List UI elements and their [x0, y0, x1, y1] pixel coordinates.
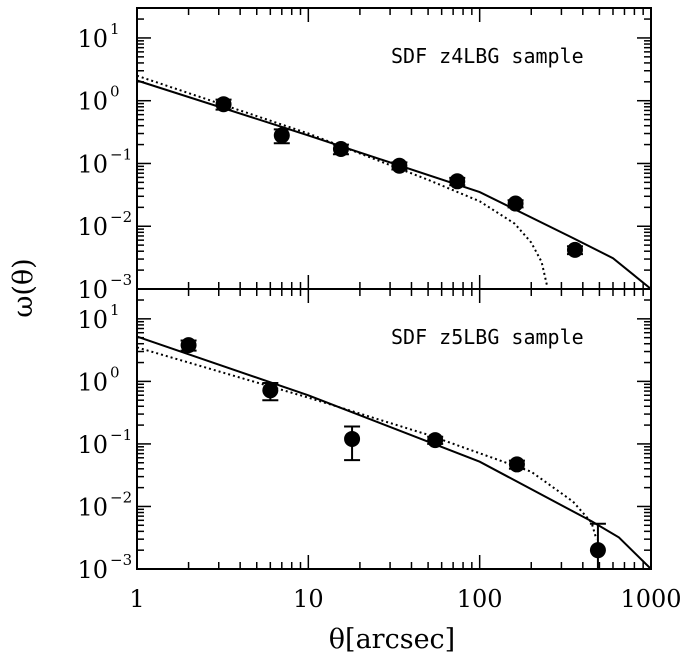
model-curve-solid	[136, 335, 652, 570]
data-point	[332, 141, 349, 158]
y-axis-label: ω(θ)	[8, 258, 39, 317]
y-tick-label: 10	[77, 306, 108, 334]
y-tick-label-exponent: −2	[110, 488, 132, 506]
y-tick-label-exponent: 1	[110, 301, 120, 319]
model-curve-dotted	[136, 74, 549, 287]
data-point	[273, 127, 290, 144]
data-point	[508, 456, 525, 473]
y-tick-label: 10	[77, 431, 108, 459]
data-point	[507, 195, 524, 212]
data-point	[391, 157, 408, 174]
x-tick-label: 10	[293, 585, 324, 613]
model-curve-solid	[136, 79, 652, 290]
y-tick-label: 10	[77, 368, 108, 396]
data-point	[427, 432, 444, 449]
y-tick-label-exponent: 0	[110, 363, 120, 381]
y-tick-label: 10	[77, 556, 108, 584]
data-point	[215, 96, 232, 113]
data-point	[589, 542, 606, 559]
data-point	[566, 241, 583, 258]
y-tick-label-exponent: 0	[110, 83, 120, 101]
x-tick-label: 1	[129, 585, 144, 613]
data-point	[180, 337, 197, 354]
data-point	[262, 382, 279, 399]
y-tick-label-exponent: −3	[110, 271, 132, 289]
y-tick-label-exponent: 1	[110, 20, 120, 38]
x-tick-label: 100	[457, 585, 503, 613]
panel-label-z5lbg: SDF z5LBG sample	[391, 325, 584, 349]
x-axis-label: θ[arcsec]	[329, 624, 455, 655]
panel-z5lbg: SDF z5LBG sample 10 110 010 −110 −210 −31 10 10…	[77, 288, 682, 613]
y-tick-label: 10	[77, 276, 108, 304]
y-tick-label: 10	[77, 213, 108, 241]
plot-frame	[136, 288, 652, 570]
x-tick-label: 1000	[620, 585, 681, 613]
y-tick-label-exponent: −3	[110, 551, 132, 569]
y-tick-label-exponent: −2	[110, 208, 132, 226]
panel-label-z4lbg: SDF z4LBG sample	[391, 44, 584, 68]
y-tick-label-exponent: −1	[110, 145, 132, 163]
data-point	[449, 173, 466, 190]
y-tick-label: 10	[77, 150, 108, 178]
data-point	[344, 430, 361, 447]
y-tick-label: 10	[77, 88, 108, 116]
y-tick-label: 10	[77, 25, 108, 53]
y-tick-label: 10	[77, 493, 108, 521]
model-curve-dotted	[136, 346, 598, 540]
y-tick-label-exponent: −1	[110, 426, 132, 444]
